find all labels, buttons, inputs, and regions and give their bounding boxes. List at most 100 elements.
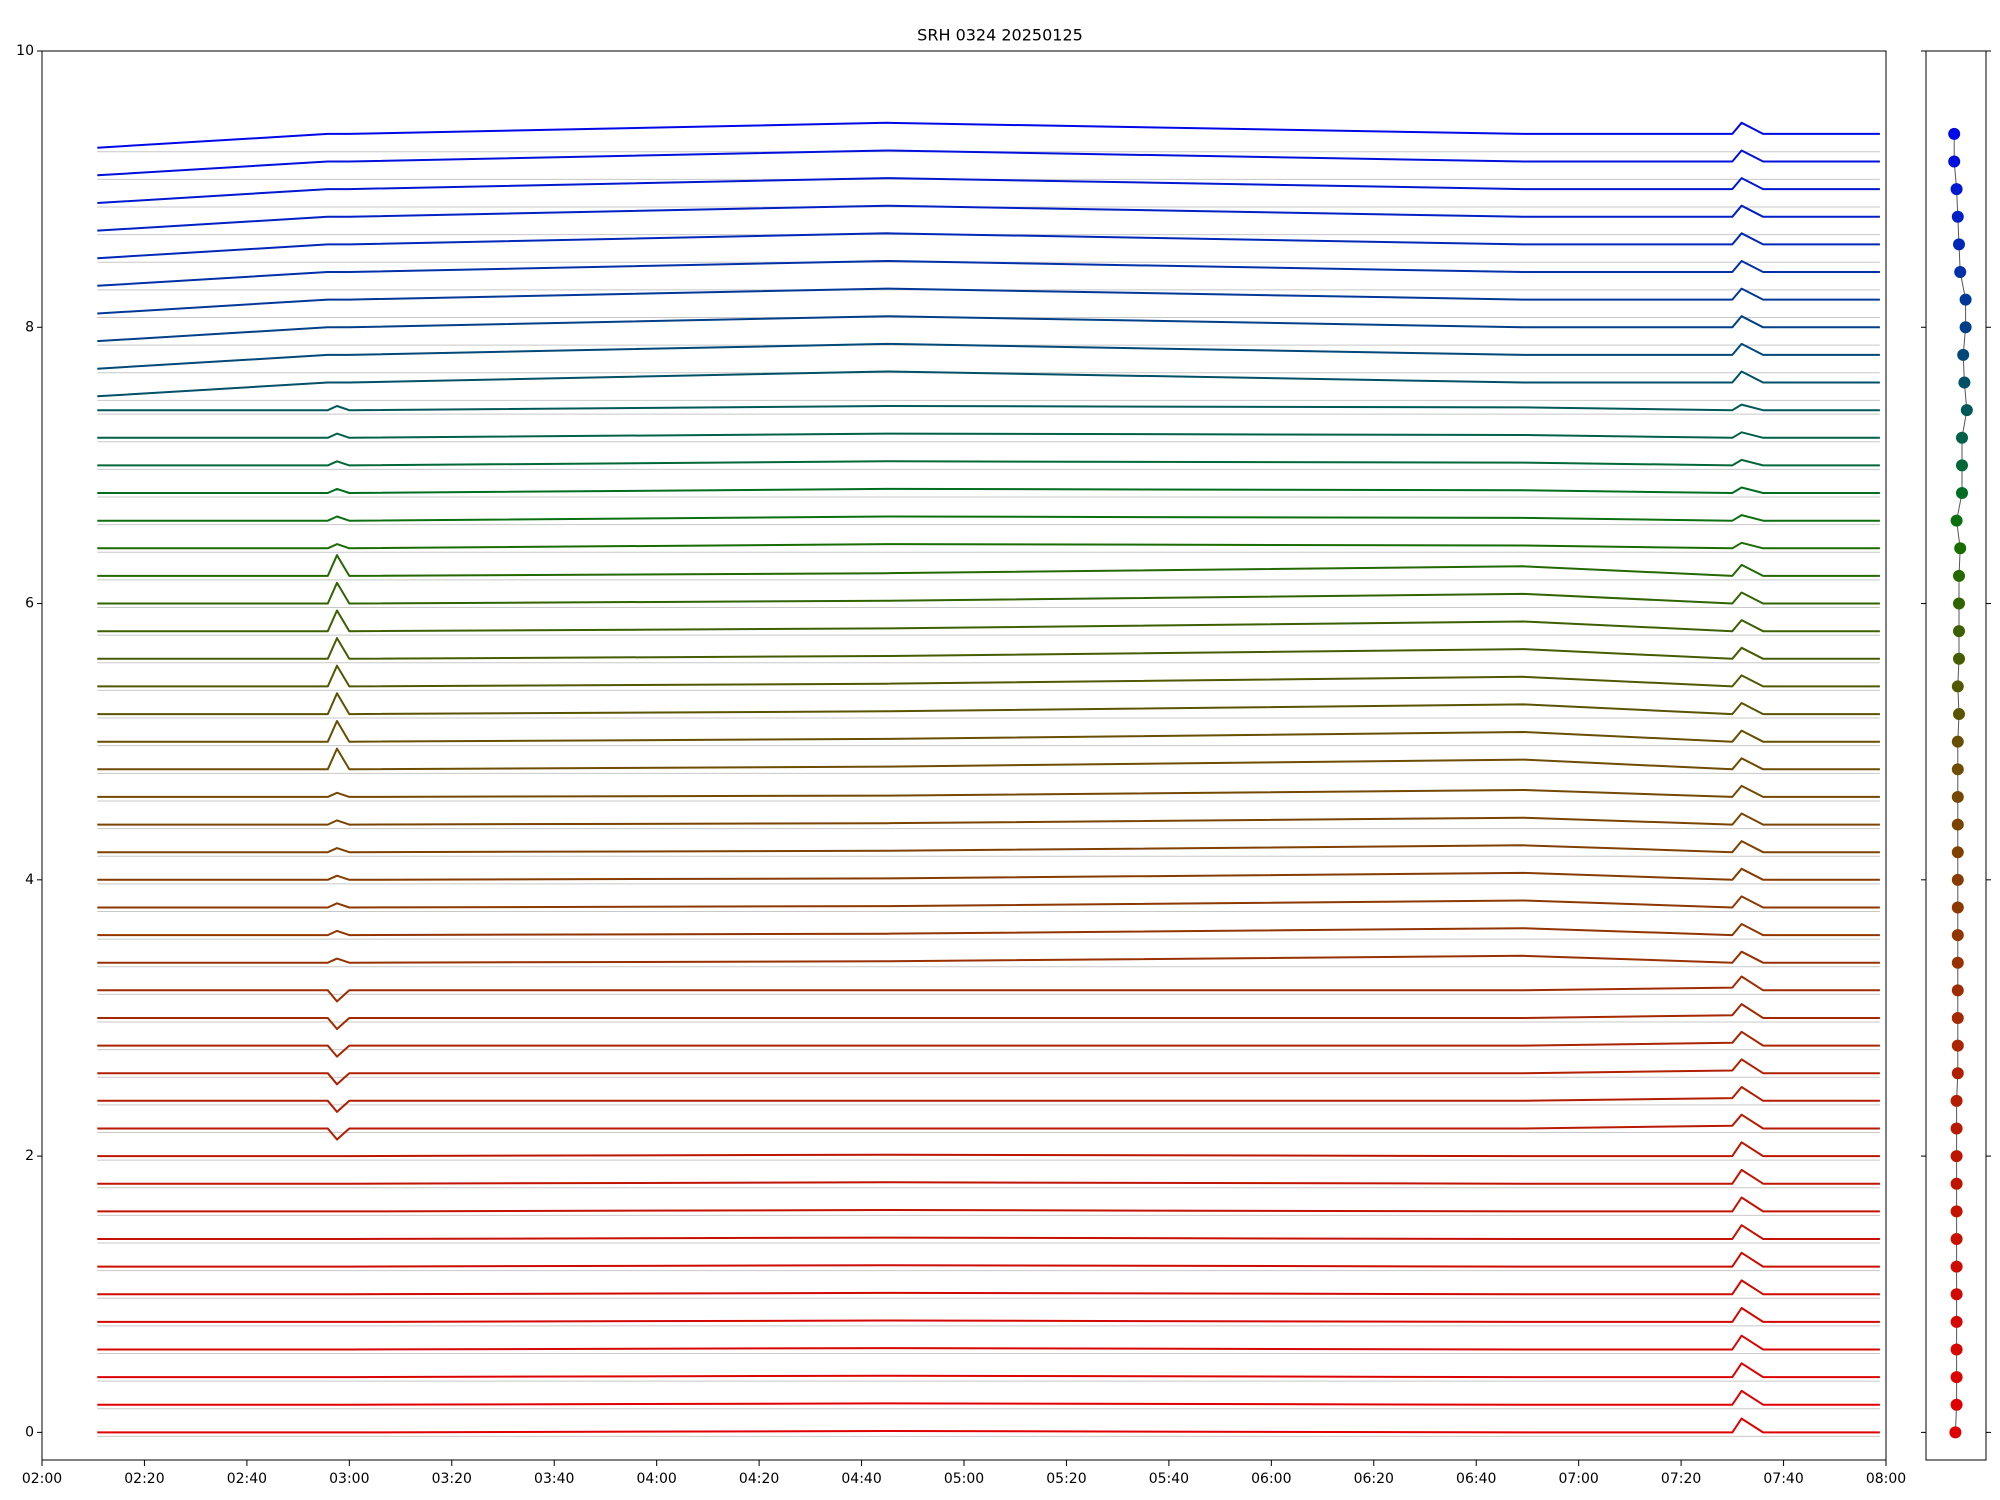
trace <box>97 784 1880 798</box>
x-tick-label: 06:40 <box>1456 1471 1496 1487</box>
dot <box>1951 680 1964 693</box>
trace <box>97 1389 1880 1406</box>
trace <box>97 486 1880 494</box>
dot <box>1949 1426 1962 1439</box>
y-tick-label: 4 <box>25 872 34 888</box>
trace <box>97 1113 1880 1141</box>
dot <box>1951 763 1964 776</box>
trace <box>97 370 1880 398</box>
trace <box>97 541 1880 550</box>
dot <box>1951 1011 1964 1024</box>
dot <box>1950 1343 1963 1356</box>
dot <box>1951 956 1964 969</box>
trace <box>97 514 1880 522</box>
trace <box>97 1168 1880 1185</box>
trace <box>97 637 1880 660</box>
x-tick-label: 02:40 <box>227 1471 267 1487</box>
trace <box>97 950 1880 964</box>
x-tick-label: 04:40 <box>841 1471 881 1487</box>
trace <box>97 867 1880 881</box>
y-tick-label: 0 <box>25 1424 34 1440</box>
dot <box>1951 210 1964 223</box>
trace <box>97 458 1880 467</box>
y-tick-label: 8 <box>25 319 34 335</box>
dot <box>1954 266 1967 279</box>
dot <box>1953 625 1965 638</box>
trace <box>97 121 1880 149</box>
chart-title: SRH 0324 20250125 <box>917 26 1083 45</box>
trace <box>97 609 1880 633</box>
trace <box>97 664 1880 688</box>
trace <box>97 1196 1880 1213</box>
trace <box>97 1224 1880 1240</box>
dot <box>1951 818 1964 831</box>
x-tick-label: 07:00 <box>1558 1471 1598 1487</box>
x-tick-label: 02:00 <box>22 1471 62 1487</box>
dot <box>1956 431 1968 444</box>
trace <box>97 1086 1880 1113</box>
dot <box>1950 1260 1963 1273</box>
trace <box>97 1334 1880 1351</box>
x-tick-label: 06:00 <box>1251 1471 1291 1487</box>
dot <box>1950 1315 1963 1328</box>
x-tick-label: 08:00 <box>1866 1471 1906 1487</box>
x-tick-label: 05:20 <box>1046 1471 1086 1487</box>
trace <box>97 581 1880 605</box>
dot <box>1951 873 1964 886</box>
trace <box>97 1003 1880 1030</box>
x-tick-label: 03:40 <box>534 1471 574 1487</box>
dot <box>1957 348 1970 361</box>
dot <box>1950 1288 1963 1301</box>
dot <box>1953 569 1965 582</box>
dot <box>1950 1094 1963 1107</box>
trace <box>97 923 1880 937</box>
dot <box>1951 901 1964 914</box>
dot <box>1953 238 1965 251</box>
trace <box>97 812 1880 826</box>
dot <box>1956 459 1968 472</box>
x-tick-label: 07:20 <box>1661 1471 1701 1487</box>
dot <box>1953 708 1965 721</box>
dot <box>1950 1177 1963 1190</box>
dot <box>1958 376 1971 389</box>
trace <box>97 975 1880 1003</box>
y-tick-label: 2 <box>25 1148 34 1164</box>
trace <box>97 840 1880 854</box>
y-tick-label: 10 <box>16 43 34 59</box>
trace <box>97 554 1880 577</box>
x-tick-label: 06:20 <box>1354 1471 1394 1487</box>
x-tick-label: 05:00 <box>944 1471 984 1487</box>
trace <box>97 1058 1880 1086</box>
dot <box>1950 1398 1963 1411</box>
trace <box>97 232 1880 260</box>
dot <box>1950 1232 1963 1245</box>
trace <box>97 204 1880 232</box>
dot <box>1959 321 1972 334</box>
x-tick-label: 07:40 <box>1763 1471 1803 1487</box>
trace <box>97 1307 1880 1323</box>
trace <box>97 342 1880 370</box>
dot <box>1950 514 1963 527</box>
trace <box>97 1141 1880 1158</box>
dot <box>1950 183 1963 196</box>
trace <box>97 403 1880 412</box>
dot <box>1951 1039 1964 1052</box>
trace <box>97 315 1880 343</box>
dot <box>1960 404 1973 417</box>
trace <box>97 1279 1880 1296</box>
dot <box>1956 487 1968 500</box>
trace <box>97 1251 1880 1268</box>
trace <box>97 260 1880 287</box>
x-tick-label: 04:00 <box>636 1471 676 1487</box>
y-tick-label: 6 <box>25 596 34 612</box>
plot-frame <box>1925 50 1987 1461</box>
dot <box>1950 1122 1963 1135</box>
dot <box>1951 1067 1964 1080</box>
dot <box>1951 735 1964 748</box>
trace <box>97 1417 1880 1434</box>
x-tick-label: 05:40 <box>1149 1471 1189 1487</box>
trace <box>97 177 1880 204</box>
trace <box>97 692 1880 716</box>
